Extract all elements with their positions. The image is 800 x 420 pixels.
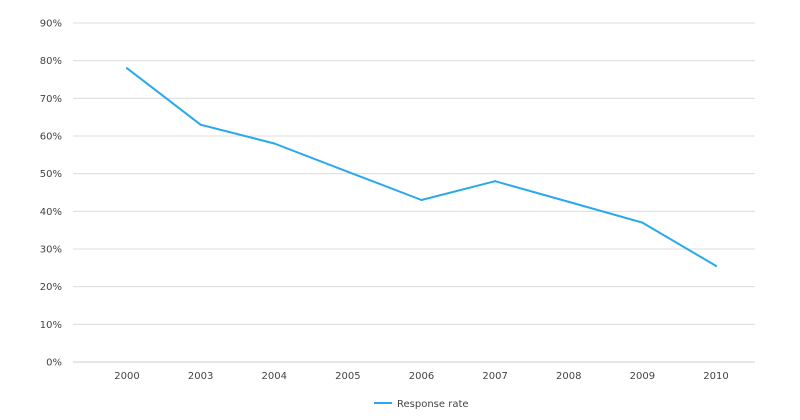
y-tick-label: 60% — [40, 132, 62, 143]
legend: Response rate — [374, 399, 469, 410]
data-point — [199, 123, 202, 126]
y-tick-label: 40% — [40, 207, 62, 218]
data-point — [126, 67, 128, 70]
y-tick-label: 90% — [40, 19, 62, 30]
x-axis-tick-labels: 2000 2003 2004 2005 2006 2007 2008 2009 2010 — [114, 371, 728, 382]
data-point — [567, 200, 570, 203]
legend-label: Response rate — [397, 399, 469, 410]
x-tick-label: 2008 — [556, 371, 581, 382]
y-tick-label: 80% — [40, 56, 62, 67]
grid-lines — [73, 22, 755, 363]
x-tick-label: 2003 — [188, 371, 213, 382]
y-tick-label: 20% — [40, 282, 62, 293]
data-point — [641, 221, 644, 224]
y-tick-label: 10% — [40, 320, 62, 331]
y-tick-label: 70% — [40, 94, 62, 105]
y-tick-label: 50% — [40, 169, 62, 180]
x-tick-label: 2004 — [262, 371, 287, 382]
y-tick-label: 0% — [46, 358, 62, 369]
data-point — [346, 170, 349, 173]
legend-item: Response rate — [374, 399, 469, 410]
data-point — [273, 142, 276, 145]
x-tick-label: 2005 — [335, 371, 360, 382]
data-point — [420, 199, 423, 202]
x-tick-label: 2000 — [114, 371, 139, 382]
x-tick-label: 2006 — [409, 371, 434, 382]
series-group — [126, 67, 717, 267]
data-point — [494, 180, 497, 183]
data-point — [715, 264, 717, 267]
y-tick-label: 30% — [40, 245, 62, 256]
y-axis-tick-labels: 0% 10% 20% 30% 40% 50% 60% 70% 80% 90% — [40, 19, 62, 369]
x-tick-label: 2010 — [703, 371, 728, 382]
x-tick-label: 2007 — [482, 371, 507, 382]
x-tick-label: 2009 — [630, 371, 655, 382]
